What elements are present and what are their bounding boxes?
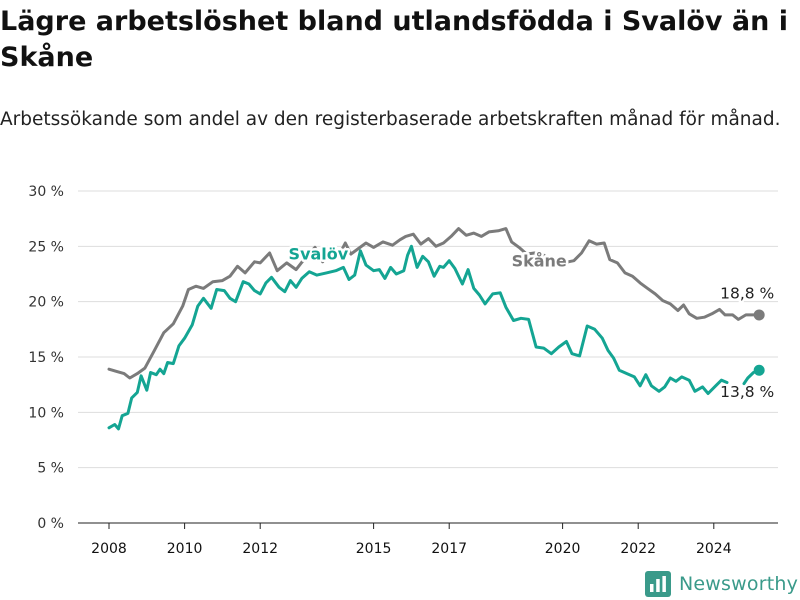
x-tick-label: 2008 bbox=[91, 541, 127, 557]
series-labels: Svalöv Skåne 18,8 % 13,8 % bbox=[286, 242, 776, 403]
bar-chart-logo-icon bbox=[645, 571, 671, 597]
x-tick-label: 2022 bbox=[620, 541, 656, 557]
series-name-label: Skåne bbox=[512, 251, 567, 270]
x-tick-label: 2010 bbox=[167, 541, 203, 557]
y-tick-label: 30 % bbox=[28, 184, 64, 200]
y-tick-label: 10 % bbox=[28, 405, 64, 421]
y-tick-label: 25 % bbox=[28, 239, 64, 255]
x-tick-label: 2017 bbox=[431, 541, 467, 557]
series-name-label: Svalöv bbox=[289, 245, 349, 264]
page-title: Lägre arbetslöshet bland utlandsfödda i … bbox=[0, 6, 789, 73]
series-lines bbox=[107, 227, 765, 431]
brand-name: Newsworthy bbox=[679, 573, 799, 595]
y-tick-label: 5 % bbox=[37, 461, 64, 477]
end-value-label: 13,8 % bbox=[720, 383, 774, 401]
x-axis: 2008 2010 2012 2015 2017 2020 2022 2024 bbox=[78, 522, 778, 557]
y-tick-label: 20 % bbox=[28, 295, 64, 311]
y-tick-label: 0 % bbox=[37, 516, 64, 532]
end-point-sk-ne bbox=[753, 309, 765, 321]
newsworthy-logo: Newsworthy bbox=[645, 570, 798, 598]
chart-subtitle: Arbetssökande som andel av den registerb… bbox=[0, 109, 781, 130]
x-tick-label: 2024 bbox=[696, 541, 732, 557]
series-line-sk-ne bbox=[107, 227, 761, 380]
grid-lines bbox=[78, 190, 778, 469]
series-line-sval-v bbox=[107, 244, 761, 431]
x-tick-label: 2020 bbox=[545, 541, 581, 557]
end-value-label: 18,8 % bbox=[720, 284, 774, 302]
x-tick-label: 2012 bbox=[242, 541, 278, 557]
end-point-sval-v bbox=[753, 364, 765, 376]
y-axis-tick-labels: 0 % 5 % 10 % 15 % 20 % 25 % 30 % bbox=[28, 184, 64, 532]
x-tick-label: 2015 bbox=[356, 541, 392, 557]
y-tick-label: 15 % bbox=[28, 350, 64, 366]
